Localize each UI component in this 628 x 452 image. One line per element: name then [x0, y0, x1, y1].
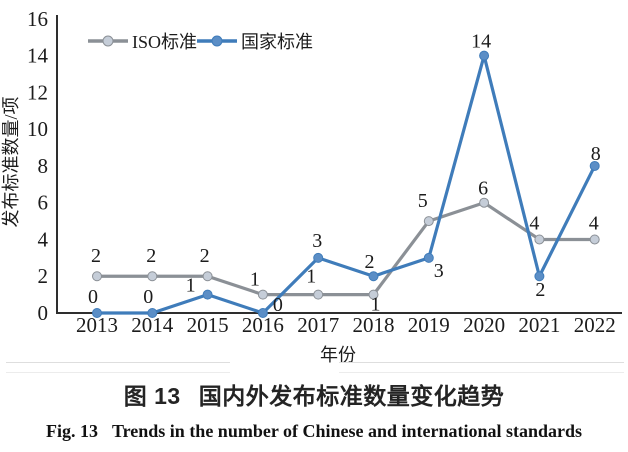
data-label-national-2018: 2 [365, 251, 375, 273]
y-tick-label: 2 [38, 264, 49, 288]
x-tick-label: 2017 [297, 313, 339, 337]
data-point-iso-2019 [423, 216, 434, 227]
data-point-national-2018 [368, 271, 379, 282]
data-label-iso-2018: 1 [371, 294, 381, 316]
data-point-national-2021 [534, 271, 545, 282]
data-point-iso-2014 [147, 271, 158, 282]
data-point-iso-2020 [479, 197, 490, 208]
data-point-national-2015 [202, 289, 213, 300]
data-label-national-2021: 2 [535, 279, 545, 301]
data-point-iso-2017 [313, 289, 324, 300]
figure-caption-en: Fig. 13 Trends in the number of Chinese a… [0, 418, 628, 444]
data-label-iso-2019: 5 [418, 190, 428, 212]
data-label-national-2015: 1 [186, 275, 196, 297]
figure-title-zh: 国内外发布标准数量变化趋势 [198, 383, 505, 409]
data-label-national-2013: 0 [88, 286, 98, 308]
legend-label-national: 国家标准 [241, 32, 313, 52]
figure-number-zh: 图 13 [123, 383, 181, 409]
divider-line [339, 372, 624, 373]
series-line-national [95, 54, 597, 315]
data-label-national-2019: 3 [434, 260, 444, 282]
data-label-iso-2020: 6 [478, 178, 488, 200]
legend-marker-iso [102, 35, 114, 47]
data-label-iso-2017: 1 [306, 266, 316, 288]
data-label-iso-2016: 1 [250, 269, 260, 291]
figure-number-en: Fig. 13 [45, 421, 98, 441]
x-tick-label: 2022 [574, 313, 616, 337]
data-label-iso-2013: 2 [91, 245, 101, 267]
x-axis-title: 年份 [320, 345, 356, 365]
x-tick-label: 2015 [187, 313, 229, 337]
data-point-iso-2016 [257, 289, 268, 300]
y-tick-label: 12 [27, 80, 48, 104]
data-label-iso-2015: 2 [200, 245, 210, 267]
data-label-national-2020: 14 [471, 31, 491, 53]
y-tick-label: 0 [38, 301, 49, 325]
x-tick-label: 2020 [463, 313, 505, 337]
x-tick-label: 2018 [353, 313, 395, 337]
y-tick-label: 4 [38, 227, 49, 251]
figure-title-en: Trends in the number of Chinese and inte… [111, 421, 583, 441]
legend-marker-national [211, 35, 223, 47]
figure-caption-zh: 图 13 国内外发布标准数量变化趋势 [0, 381, 628, 411]
data-label-iso-2014: 2 [146, 245, 156, 267]
series-line-iso [95, 201, 597, 297]
y-tick-label: 14 [27, 44, 49, 68]
x-tick-label: 2019 [408, 313, 450, 337]
data-point-iso-2015 [202, 271, 213, 282]
data-point-national-2022 [589, 160, 600, 171]
data-point-iso-2021 [534, 234, 545, 245]
divider-line [339, 362, 624, 363]
data-point-iso-2013 [92, 271, 102, 282]
legend-label-iso: ISO标准 [132, 32, 197, 52]
y-tick-label: 6 [38, 191, 49, 215]
y-tick-label: 10 [27, 117, 48, 141]
data-label-national-2014: 0 [143, 286, 153, 308]
data-point-national-2017 [313, 252, 324, 263]
data-label-national-2017: 3 [312, 230, 322, 252]
divider-line [6, 362, 230, 363]
divider-line [6, 372, 230, 373]
data-point-iso-2022 [589, 234, 600, 245]
x-tick-label: 2021 [518, 313, 560, 337]
data-point-national-2014 [147, 308, 158, 318]
data-point-iso-2018 [368, 289, 379, 300]
y-tick-label: 8 [38, 154, 49, 178]
data-point-national-2020 [479, 50, 490, 61]
data-label-national-2016: 0 [273, 294, 283, 316]
y-axis-title: 发布标准数量/项 [1, 96, 21, 227]
data-label-iso-2021: 4 [529, 212, 539, 234]
data-point-national-2013 [92, 308, 102, 318]
data-label-iso-2022: 4 [589, 212, 599, 234]
data-point-national-2019 [423, 252, 434, 263]
data-point-national-2016 [257, 308, 268, 318]
y-tick-label: 16 [27, 7, 48, 31]
data-label-national-2022: 8 [591, 143, 601, 165]
